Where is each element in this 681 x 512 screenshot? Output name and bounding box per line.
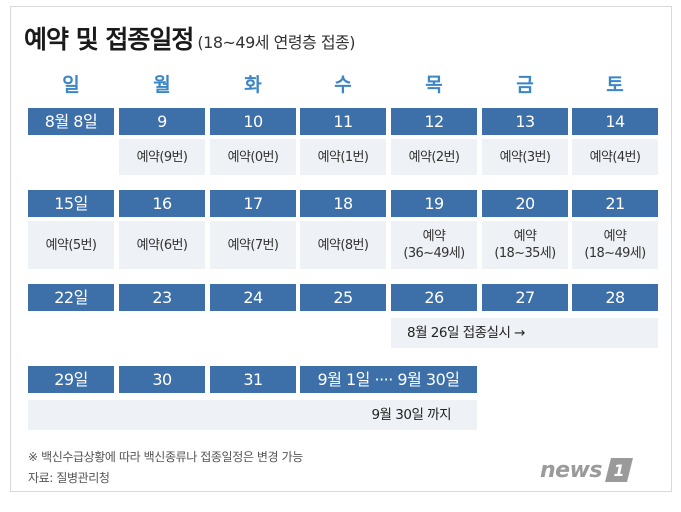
date-cell: 28 [572, 284, 658, 311]
date-cell: 16 [119, 190, 205, 217]
date-cell: 23 [119, 284, 205, 311]
reservation-cell: 예약(1번) [300, 139, 386, 175]
date-cell: 30 [119, 366, 205, 393]
date-cell: 20 [482, 190, 568, 217]
logo-badge-icon: 1 [604, 457, 634, 483]
date-cell: 25 [300, 284, 386, 311]
date-cell: 15일 [28, 190, 114, 217]
date-cell: 17 [210, 190, 296, 217]
reservation-cell: 예약 (18~35세) [482, 221, 568, 269]
reservation-cell: 예약(8번) [300, 221, 386, 269]
date-cell: 31 [210, 366, 296, 393]
reservation-cell: 예약(9번) [119, 139, 205, 175]
page-title: 예약 및 접종일정 (18~49세 연령층 접종) [24, 20, 356, 56]
title-main: 예약 및 접종일정 [24, 25, 194, 54]
news1-logo: news 1 [540, 455, 634, 485]
reservation-cell: 예약(0번) [210, 139, 296, 175]
title-subtitle: (18~49세 연령층 접종) [197, 33, 356, 52]
date-cell: 26 [391, 284, 477, 311]
source-credit: 자료: 질병관리청 [28, 471, 110, 485]
weekday-mon: 월 [153, 74, 171, 96]
date-cell: 19 [391, 190, 477, 217]
date-cell: 14 [572, 108, 658, 135]
reservation-cell: 예약(5번) [28, 221, 114, 269]
weekday-fri: 금 [516, 74, 534, 96]
date-cell: 9 [119, 108, 205, 135]
reservation-cell: 예약(3번) [482, 139, 568, 175]
logo-number: 1 [613, 460, 625, 480]
date-cell: 18 [300, 190, 386, 217]
date-cell: 10 [210, 108, 296, 135]
date-cell: 22일 [28, 284, 114, 311]
date-cell: 11 [300, 108, 386, 135]
date-cell: 27 [482, 284, 568, 311]
weekday-sun: 일 [62, 74, 80, 96]
weekday-tue: 화 [244, 74, 262, 96]
weekday-wed: 수 [334, 74, 352, 96]
vaccination-end-banner: 9월 30일 까지 [28, 400, 477, 430]
reservation-cell: 예약(4번) [572, 139, 658, 175]
logo-word: news [540, 457, 603, 483]
footnote: ※ 백신수급상황에 따라 백신종류나 접종일정은 변경 가능 [28, 450, 303, 464]
reservation-cell: 예약(2번) [391, 139, 477, 175]
date-cell: 13 [482, 108, 568, 135]
reservation-cell: 예약 (18~49세) [572, 221, 658, 269]
reservation-cell: 예약(6번) [119, 221, 205, 269]
date-cell: 8월 8일 [28, 108, 114, 135]
date-cell: 24 [210, 284, 296, 311]
weekday-sat: 토 [606, 74, 624, 96]
date-cell: 21 [572, 190, 658, 217]
reservation-cell: 예약(7번) [210, 221, 296, 269]
date-range-cell: 9월 1일 ···· 9월 30일 [300, 366, 477, 393]
date-cell: 29일 [28, 366, 114, 393]
reservation-cell: 예약 (36~49세) [391, 221, 477, 269]
vaccination-start-banner: 8월 26일 접종실시 → [391, 318, 658, 348]
date-cell: 12 [391, 108, 477, 135]
weekday-thu: 목 [425, 74, 443, 96]
